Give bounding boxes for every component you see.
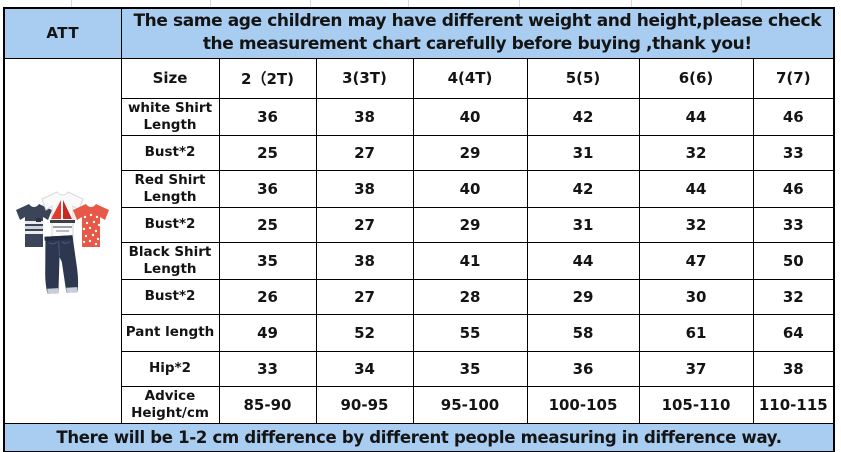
col-header-7: 7(7) [752, 57, 835, 99]
row-label: Black Shirt Length [120, 241, 220, 280]
table-row: Black Shirt Length 35 38 41 44 47 50 [4, 241, 835, 280]
size-value: 25 [218, 206, 317, 243]
size-value: 38 [315, 169, 414, 208]
size-value: 26 [218, 278, 317, 315]
col-header-6: 6(6) [638, 57, 754, 99]
kids-clothing-set-image [15, 190, 109, 294]
table-row: Bust*2 26 27 28 29 30 32 [4, 278, 835, 315]
size-value: 29 [412, 206, 528, 243]
size-value: 32 [752, 278, 835, 315]
col-header-4t: 4(4T) [412, 57, 528, 99]
size-value: 34 [315, 350, 414, 387]
table-row: Bust*2 25 27 29 31 32 33 [4, 206, 835, 243]
size-value: 95-100 [412, 385, 528, 424]
size-value: 64 [752, 313, 835, 352]
size-value: 32 [638, 134, 754, 171]
row-label: Bust*2 [120, 206, 220, 243]
size-value: 27 [315, 206, 414, 243]
col-header-5: 5(5) [526, 57, 640, 99]
size-value: 52 [315, 313, 414, 352]
size-value: 46 [752, 97, 835, 136]
row-label: Pant length [120, 313, 220, 352]
gridline-tick [408, 0, 409, 7]
col-header-3t: 3(3T) [315, 57, 414, 99]
size-value: 36 [218, 169, 317, 208]
table-row: Pant length 49 52 55 58 61 64 [4, 313, 835, 352]
row-label: Advice Height/cm [120, 385, 220, 424]
size-value: 41 [412, 241, 528, 280]
size-value: 44 [638, 97, 754, 136]
size-value: 27 [315, 134, 414, 171]
size-value: 29 [526, 278, 640, 315]
size-value: 55 [412, 313, 528, 352]
row-label: Bust*2 [120, 134, 220, 171]
size-value: 44 [638, 169, 754, 208]
size-value: 61 [638, 313, 754, 352]
gridline-tick [71, 0, 72, 7]
table-row: white Shirt Length 36 38 40 42 44 46 [4, 97, 835, 136]
size-value: 31 [526, 206, 640, 243]
col-header-size: Size [120, 57, 220, 99]
size-value: 32 [638, 206, 754, 243]
size-value: 110-115 [752, 385, 835, 424]
size-value: 46 [752, 169, 835, 208]
table-row: Hip*2 33 34 35 36 37 38 [4, 350, 835, 387]
size-value: 35 [412, 350, 528, 387]
row-label: Red Shirt Length [120, 169, 220, 208]
gridline-tick [631, 0, 632, 7]
size-value: 44 [526, 241, 640, 280]
size-value: 29 [412, 134, 528, 171]
table-row: Advice Height/cm 85-90 90-95 95-100 100-… [4, 385, 835, 424]
size-value: 90-95 [315, 385, 414, 424]
gridline-tick [210, 0, 211, 7]
size-value: 40 [412, 169, 528, 208]
size-value: 33 [752, 134, 835, 171]
size-value: 38 [315, 241, 414, 280]
size-value: 42 [526, 169, 640, 208]
size-value: 36 [526, 350, 640, 387]
table-row: Bust*2 25 27 29 31 32 33 [4, 134, 835, 171]
size-value: 85-90 [218, 385, 317, 424]
size-value: 31 [526, 134, 640, 171]
size-value: 58 [526, 313, 640, 352]
size-value: 33 [218, 350, 317, 387]
col-header-2t: 2（2T) [218, 57, 317, 99]
gridline-tick [310, 0, 311, 7]
size-value: 36 [218, 97, 317, 136]
size-value: 40 [412, 97, 528, 136]
row-label: Hip*2 [120, 350, 220, 387]
brand-label: ATT [3, 7, 122, 59]
size-value: 38 [752, 350, 835, 387]
size-value: 35 [218, 241, 317, 280]
product-photo-cell [3, 57, 122, 424]
gridline-tick [519, 0, 520, 7]
size-value: 30 [638, 278, 754, 315]
size-value: 33 [752, 206, 835, 243]
top-banner-text: The same age children may have different… [120, 7, 835, 59]
bottom-banner-text: There will be 1-2 cm difference by diffe… [3, 422, 835, 452]
size-value: 42 [526, 97, 640, 136]
size-value: 38 [315, 97, 414, 136]
size-value: 37 [638, 350, 754, 387]
size-value: 105-110 [638, 385, 754, 424]
row-label: white Shirt Length [120, 97, 220, 136]
size-chart-table: ATT The same age children may have diffe… [3, 7, 836, 452]
size-value: 27 [315, 278, 414, 315]
gridline-tick [741, 0, 742, 7]
table-row: Red Shirt Length 36 38 40 42 44 46 [4, 169, 835, 208]
row-label: Bust*2 [120, 278, 220, 315]
size-value: 49 [218, 313, 317, 352]
size-value: 28 [412, 278, 528, 315]
size-value: 50 [752, 241, 835, 280]
size-value: 25 [218, 134, 317, 171]
size-value: 100-105 [526, 385, 640, 424]
size-value: 47 [638, 241, 754, 280]
